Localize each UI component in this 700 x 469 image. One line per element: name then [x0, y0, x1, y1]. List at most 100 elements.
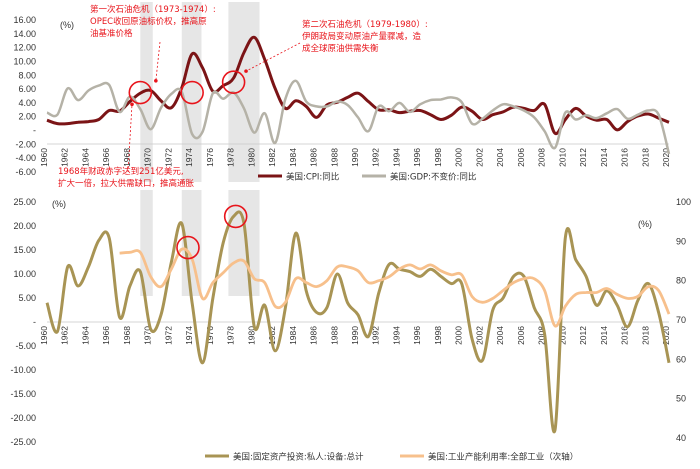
shaded-period-2: [181, 190, 202, 296]
x-tick-label: 1960: [39, 148, 49, 167]
legend-label: 美国:工业产能利用率:全部工业（次轴）: [428, 452, 578, 463]
annotation-text: 成全球原油供需失衡: [302, 43, 379, 54]
x-tick-label: 1982: [267, 148, 277, 167]
x-tick-label: 1978: [226, 326, 236, 345]
x-tick-label: 1998: [433, 148, 443, 167]
x-tick-label: 1980: [246, 326, 256, 345]
y-tick-label: -15.00: [10, 389, 36, 399]
x-tick-label: 1966: [101, 148, 111, 167]
y2-tick-label: 60: [676, 354, 686, 364]
highlight-circle-1: [128, 80, 153, 105]
bottom-chart: (%)(%)-25.00-20.00-15.00-10.00-5.00-5.00…: [10, 190, 691, 463]
y-tick-label: -6.00: [15, 167, 36, 177]
x-tick-label: 1968: [122, 326, 132, 345]
x-tick-label: 1992: [371, 326, 381, 345]
capacity-utilization-line: [119, 247, 671, 328]
x-tick-label: 2002: [474, 148, 484, 167]
x-tick-label: 1962: [60, 326, 70, 345]
y2-tick-label: 40: [676, 433, 686, 443]
x-tick-label: 2010: [557, 326, 567, 345]
x-tick-label: 1992: [371, 148, 381, 167]
y-tick-label: 20.00: [13, 221, 36, 231]
y-tick-label: -20.00: [10, 413, 36, 423]
y-tick-label: 14.00: [13, 29, 36, 39]
annotation-arrowhead: [154, 79, 158, 83]
annotation-text: 第一次石油危机（1973-1974）:: [90, 4, 216, 15]
x-tick-label: 2000: [454, 326, 464, 345]
annotation-text: 扩大一倍，拉大供需缺口，推高通胀: [58, 178, 195, 189]
annotation-arrowhead: [130, 102, 134, 107]
x-tick-label: 2008: [537, 326, 547, 345]
y-tick-label: 10.00: [13, 269, 36, 279]
x-tick-label: 1972: [163, 326, 173, 345]
x-tick-label: 2004: [495, 148, 505, 167]
x-tick-label: 2016: [620, 148, 630, 167]
y-tick-label: -5.00: [15, 341, 36, 351]
x-tick-label: 1976: [205, 148, 215, 167]
y-tick-label: 10.00: [13, 56, 36, 66]
x-tick-label: 2008: [537, 148, 547, 167]
x-tick-label: 2004: [495, 326, 505, 345]
x-tick-label: 2002: [474, 326, 484, 345]
y-unit-label: (%): [60, 20, 74, 30]
legend-label: 美国:固定资产投资:私人:设备:总计: [233, 452, 364, 463]
x-tick-label: 1960: [39, 326, 49, 345]
x-tick-label: 1966: [101, 326, 111, 345]
annotation-arrow: [127, 104, 133, 173]
x-tick-label: 1988: [329, 148, 339, 167]
annotation-text: OPEC收回原油标价权，推高原: [90, 16, 207, 27]
x-tick-label: 2014: [599, 326, 609, 345]
top-chart: (%)-6.00-4.00-2.00-2.004.006.008.0010.00…: [13, 2, 671, 189]
equipment-investment-line: [45, 210, 671, 434]
legend-label: 美国:CPI:同比: [286, 172, 339, 183]
x-tick-label: 1974: [184, 326, 194, 345]
y-tick-label: 6.00: [18, 84, 36, 94]
y-tick-label: -10.00: [10, 365, 36, 375]
x-tick-label: 2020: [661, 148, 671, 167]
y-tick-label: -2.00: [15, 139, 36, 149]
y-unit-label-left: (%): [52, 199, 66, 209]
x-tick-label: 1978: [226, 148, 236, 167]
y2-tick-label: 50: [676, 394, 686, 404]
x-tick-label: 2010: [557, 148, 567, 167]
y-tick-label: -: [33, 317, 36, 327]
shaded-period-1: [140, 190, 153, 296]
highlight-circle-1: [176, 235, 200, 260]
x-tick-label: 1962: [60, 148, 70, 167]
gdp-series-line: [46, 79, 671, 155]
x-tick-label: 2014: [599, 148, 609, 167]
y2-tick-label: 70: [676, 315, 686, 325]
highlight-circle-2: [180, 80, 204, 105]
y-tick-label: 4.00: [18, 98, 36, 108]
x-tick-label: 1994: [391, 148, 401, 167]
y-tick-label: 12.00: [13, 43, 36, 53]
y-tick-label: 5.00: [18, 293, 36, 303]
x-tick-label: 1986: [309, 326, 319, 345]
y-tick-label: 25.00: [13, 197, 36, 207]
x-tick-label: 2012: [578, 148, 588, 167]
x-tick-label: 1974: [184, 148, 194, 167]
x-tick-label: 1996: [412, 148, 422, 167]
y2-tick-label: 80: [676, 276, 686, 286]
x-tick-label: 1968: [122, 148, 132, 167]
y2-tick-label: 90: [676, 236, 686, 246]
highlight-circle-2: [223, 204, 248, 229]
y-tick-label: 16.00: [13, 15, 36, 25]
x-tick-label: 2016: [620, 326, 630, 345]
x-tick-label: 1990: [350, 148, 360, 167]
x-tick-label: 1990: [350, 326, 360, 345]
x-tick-label: 2020: [661, 326, 671, 345]
y2-tick-label: 100: [676, 197, 691, 207]
x-tick-label: 1964: [80, 148, 90, 167]
annotation-text: 油基准价格: [90, 28, 133, 39]
annotation-text: 伊朗政局变动原油产量骤减，造: [302, 31, 422, 42]
highlight-circle-3: [221, 70, 246, 94]
y-tick-label: -4.00: [15, 153, 36, 163]
x-tick-label: 1980: [246, 148, 256, 167]
y-tick-label: 2.00: [18, 112, 36, 122]
x-tick-label: 2012: [578, 326, 588, 345]
annotation-arrow: [155, 41, 161, 81]
x-tick-label: 1972: [163, 148, 173, 167]
x-tick-label: 2018: [640, 148, 650, 167]
